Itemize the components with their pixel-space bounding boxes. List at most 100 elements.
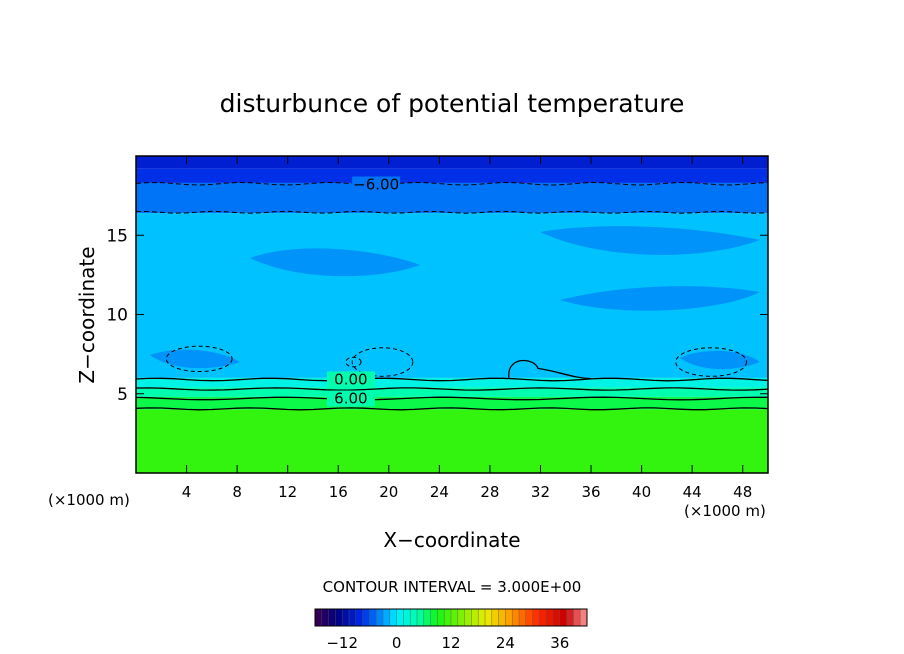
colorbar-segment xyxy=(403,609,411,626)
colorbar-segment xyxy=(559,609,568,626)
contour-band xyxy=(136,377,768,388)
filled-contour-bands xyxy=(136,156,768,473)
colorbar-segment xyxy=(315,609,323,626)
x-tick-label: 48 xyxy=(733,483,752,501)
x-tick-label: 32 xyxy=(531,483,550,501)
y-axis-ticks: 5 10 15 xyxy=(106,226,768,405)
colorbar-segment xyxy=(532,609,540,626)
colorbar-tick-label: −12 xyxy=(326,634,358,652)
colorbar-frame xyxy=(314,608,588,627)
contour-labels: −6.00 0.00 6.00 xyxy=(326,176,401,408)
contour-line-neg6 xyxy=(135,181,769,186)
contour-band xyxy=(136,387,768,397)
colorbar-segment xyxy=(342,609,350,626)
contour-band xyxy=(136,182,768,214)
contour-line-0 xyxy=(135,377,769,382)
y-tick-label: 15 xyxy=(106,226,128,246)
x-unit-left: (×1000 m) xyxy=(48,491,130,509)
field-patch xyxy=(540,226,760,255)
colorbar-segment xyxy=(321,609,330,626)
contour-lines xyxy=(135,181,769,411)
contour-band xyxy=(136,396,768,410)
contour-label-bg xyxy=(326,390,375,407)
contour-loop xyxy=(345,356,362,368)
chart-title: disturbunce of potential temperature xyxy=(220,89,685,118)
colorbar-segment xyxy=(553,609,561,626)
colorbar-segment xyxy=(349,609,357,626)
x-tick-label: 40 xyxy=(632,483,651,501)
contour-label: 6.00 xyxy=(334,390,367,408)
plot-area xyxy=(135,155,769,474)
colorbar-segment xyxy=(335,609,343,626)
contour-label: −6.00 xyxy=(353,176,399,194)
x-tick-label: 36 xyxy=(581,483,600,501)
colorbar-segment xyxy=(457,609,466,626)
contour-label: 0.00 xyxy=(334,370,367,388)
colorbar-segment xyxy=(464,609,472,626)
colorbar-segment xyxy=(546,609,554,626)
x-axis-label: X−coordinate xyxy=(383,528,520,552)
colorbar-segment xyxy=(573,609,581,626)
colorbar-segment xyxy=(423,609,432,626)
colorbar-segment xyxy=(505,609,513,626)
contour-loop xyxy=(675,347,748,377)
y-tick-label: 10 xyxy=(106,306,128,326)
contour-interval-text: CONTOUR INTERVAL = 3.000E+00 xyxy=(323,578,582,596)
x-tick-label: 12 xyxy=(278,483,297,501)
colorbar-segment xyxy=(389,609,398,626)
colorbar-ticks: −12 0 12 24 36 xyxy=(326,634,569,652)
colorbar-segment xyxy=(437,609,445,626)
contour-band xyxy=(136,409,768,473)
x-axis-ticks: 4 8 12 16 20 24 28 32 36 40 44 48 xyxy=(182,156,752,501)
field-patch xyxy=(560,286,760,311)
colorbar-segment xyxy=(376,609,384,626)
colorbar-segment xyxy=(430,609,438,626)
colorbar-segment xyxy=(478,609,486,626)
colorbar-segment xyxy=(417,609,425,626)
colorbar-segment xyxy=(566,609,574,626)
colorbar-segment xyxy=(519,609,527,626)
y-tick-label: 5 xyxy=(117,385,128,405)
colorbar xyxy=(314,608,588,627)
colorbar-segment xyxy=(383,609,391,626)
colorbar-segment xyxy=(328,609,336,626)
x-tick-label: 20 xyxy=(379,483,398,501)
colorbar-segment xyxy=(491,609,500,626)
colorbar-segment xyxy=(410,609,418,626)
contour-bulge xyxy=(508,360,592,380)
colorbar-segment xyxy=(498,609,506,626)
colorbar-segment xyxy=(451,609,459,626)
colorbar-segment xyxy=(580,609,588,626)
colorbar-segment xyxy=(396,609,404,626)
contour-line-neg3 xyxy=(135,210,769,214)
x-unit-right: (×1000 m) xyxy=(684,502,766,520)
field-patch xyxy=(150,349,240,369)
colorbar-segment xyxy=(512,609,520,626)
contour-line-3 xyxy=(135,387,769,391)
contour-label-bg xyxy=(326,371,375,388)
colorbar-segment xyxy=(444,609,452,626)
x-tick-label: 8 xyxy=(232,483,242,501)
contour-label-bg xyxy=(352,176,401,193)
contour-features xyxy=(150,226,760,370)
y-axis-label: Z−coordinate xyxy=(75,246,99,383)
contour-band xyxy=(136,156,768,169)
x-tick-label: 4 xyxy=(182,483,192,501)
field-patch xyxy=(680,350,760,370)
x-tick-label: 28 xyxy=(480,483,499,501)
colorbar-segment xyxy=(471,609,479,626)
contour-line-6 xyxy=(135,396,768,401)
contour-line-9 xyxy=(135,407,769,411)
x-tick-label: 24 xyxy=(430,483,449,501)
x-tick-label: 44 xyxy=(683,483,702,501)
contour-band xyxy=(136,168,768,183)
colorbar-segment xyxy=(362,609,370,626)
colorbar-tick-label: 24 xyxy=(496,634,515,652)
field-patch xyxy=(250,248,420,277)
colorbar-tick-label: 36 xyxy=(550,634,569,652)
x-tick-label: 16 xyxy=(329,483,348,501)
colorbar-segment xyxy=(485,609,493,626)
colorbar-segment xyxy=(539,609,547,626)
colorbar-segment xyxy=(369,609,377,626)
